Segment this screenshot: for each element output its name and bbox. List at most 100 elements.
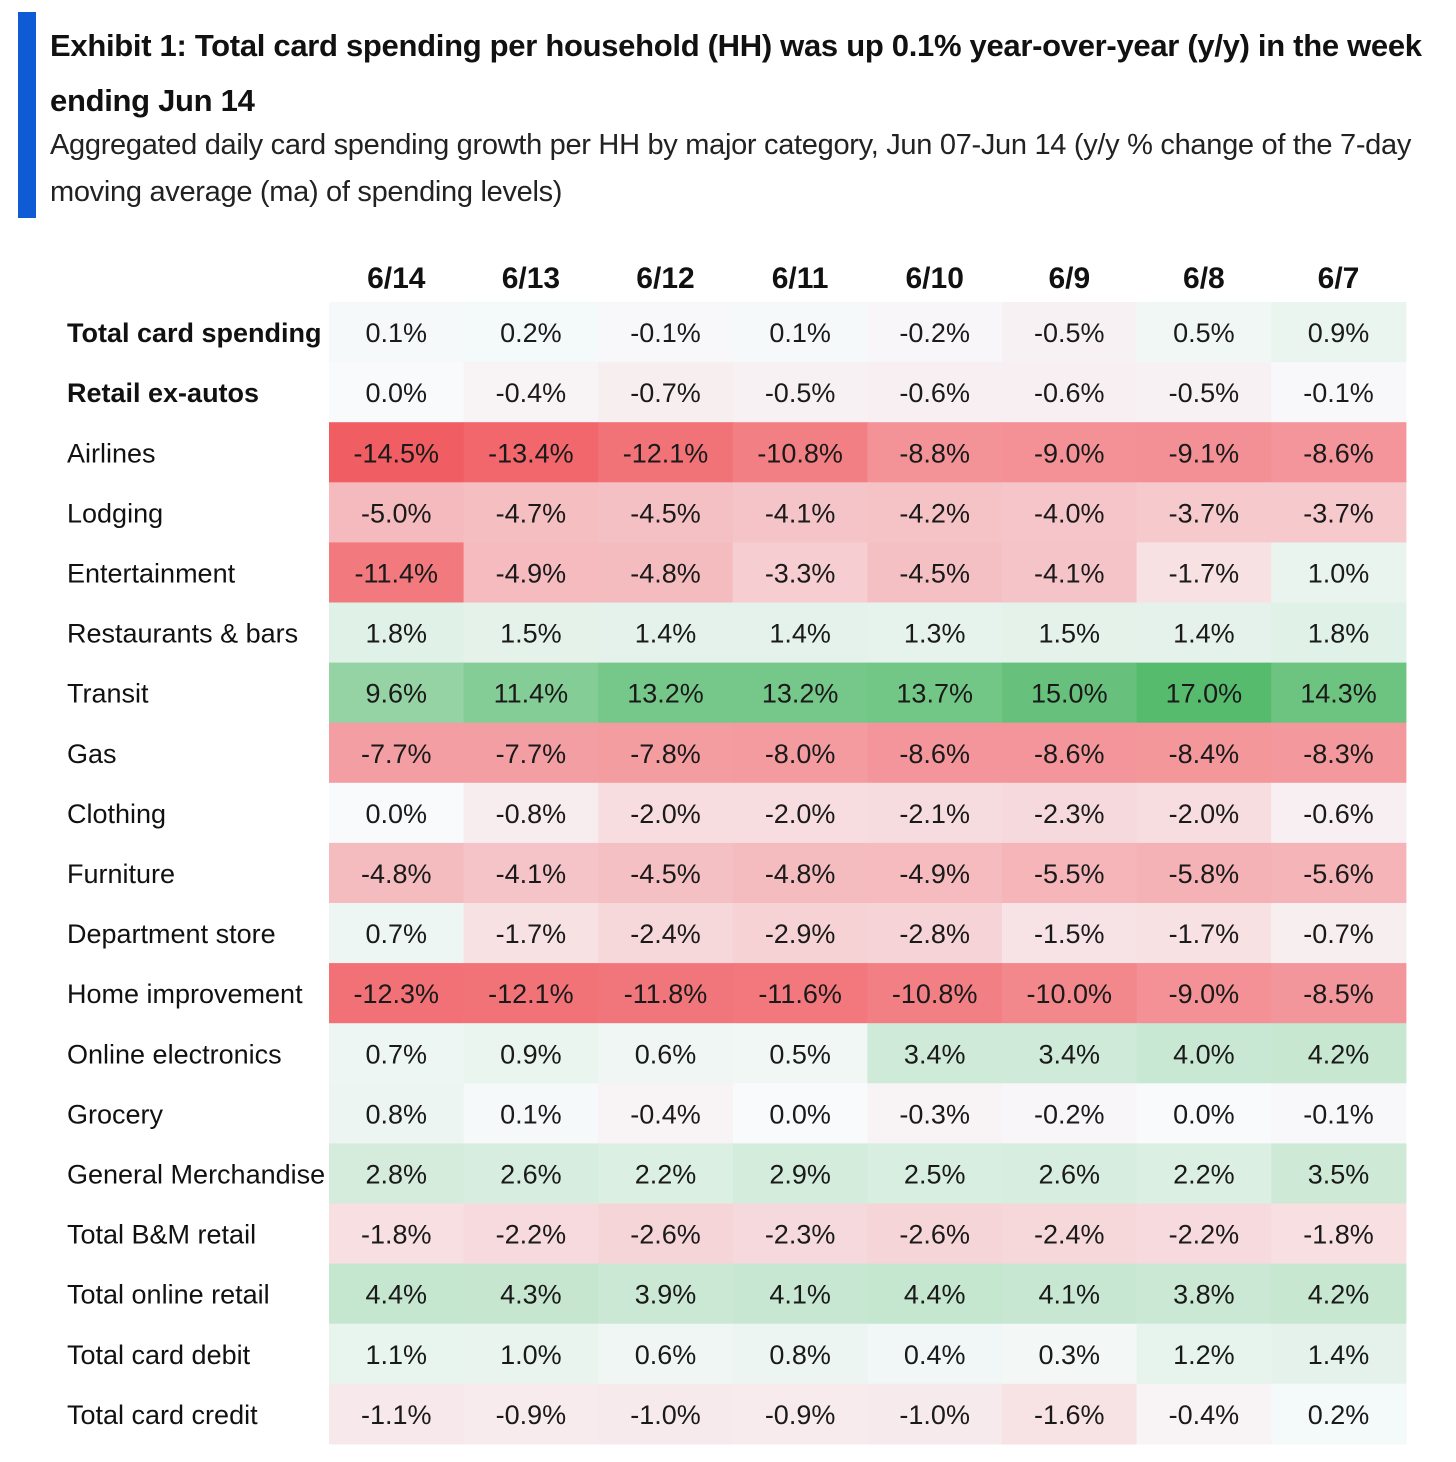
heatmap-cell [329,1263,465,1325]
heatmap-cell [1136,362,1272,423]
heatmap-cell [867,602,1003,664]
cell-value: -4.8% [765,859,836,889]
heatmap-cell [867,842,1003,904]
cell-value: -10.0% [1027,979,1113,1009]
heatmap-cell [1002,903,1138,964]
row-label: Total card spending [67,318,322,348]
heatmap-cell [1136,1203,1272,1265]
heatmap-cell [1002,662,1138,724]
cell-value: -0.2% [899,318,970,348]
heatmap-cell [329,842,465,904]
heatmap-cell [329,662,465,724]
cell-value: 1.5% [500,619,562,649]
cell-value: -5.6% [1303,859,1374,889]
cell-value: 0.1% [769,318,831,348]
row-label: Home improvement [67,979,303,1009]
heatmap-cell [1271,1323,1407,1385]
cell-value: -0.7% [630,378,701,408]
cell-value: -11.8% [624,979,708,1009]
heatmap-cell [1136,482,1272,543]
heatmap-cell [1002,482,1138,543]
row-label: Entertainment [67,558,236,588]
heatmap-cell [329,422,465,483]
cell-value: -2.2% [496,1220,567,1250]
heatmap-cell [463,662,599,724]
heatmap-cell [598,722,734,784]
cell-value: -4.1% [1034,558,1105,588]
heatmap-cell [1136,782,1272,844]
cell-value: 0.2% [1308,1400,1370,1430]
cell-value: 1.3% [904,619,966,649]
cell-value: -8.0% [765,739,836,769]
heatmap-cell [732,722,868,784]
heatmap-cell [867,1023,1003,1084]
heatmap-cell [463,963,599,1024]
cell-value: -3.7% [1303,498,1374,528]
cell-value: -1.0% [630,1400,701,1430]
heatmap-cell [867,903,1003,964]
cell-value: -1.0% [899,1400,970,1430]
heatmap-cell [732,842,868,904]
row-label: Total online retail [67,1280,270,1310]
cell-value: -3.7% [1169,498,1240,528]
heatmap-cell [1002,722,1138,784]
heatmap-cell [463,302,599,363]
cell-value: -0.8% [496,799,567,829]
heatmap-cell [1271,1083,1407,1144]
cell-value: -10.8% [757,438,843,468]
heatmap-cell [1271,542,1407,604]
cell-value: -13.4% [488,438,574,468]
heatmap-cell [329,1323,465,1385]
heatmap-cell [598,482,734,543]
column-header: 6/14 [367,262,426,295]
column-header: 6/12 [636,262,694,295]
cell-value: 0.7% [366,919,428,949]
heatmap-cell [1002,1263,1138,1325]
cell-value: 3.8% [1173,1280,1235,1310]
heatmap-cell [598,1203,734,1265]
cell-value: 2.8% [366,1159,428,1189]
cell-value: -8.6% [899,739,970,769]
cell-value: -0.6% [1034,378,1105,408]
heatmap-cell [867,1083,1003,1144]
heatmap-cell [1271,482,1407,543]
heatmap-cell [463,842,599,904]
heatmap-cell [329,1083,465,1144]
cell-value: 1.1% [366,1340,428,1370]
cell-value: 0.0% [366,378,428,408]
heatmap-cell [732,1383,868,1445]
heatmap-cell [1271,782,1407,844]
heatmap-cell [1002,602,1138,664]
cell-value: -0.6% [899,378,970,408]
heatmap-cell [1271,662,1407,724]
cell-value: -8.8% [899,438,970,468]
cell-value: 15.0% [1031,679,1108,709]
cell-value: 3.4% [904,1039,966,1069]
cell-value: -1.8% [1303,1220,1374,1250]
heatmap-cell [867,1203,1003,1265]
heatmap-cell [1136,1083,1272,1144]
cell-value: 1.4% [1173,619,1235,649]
cell-value: 4.2% [1308,1280,1370,1310]
heatmap-cell [867,422,1003,483]
heatmap-cell [732,602,868,664]
heatmap-cell [463,482,599,543]
row-label: Restaurants & bars [67,619,298,649]
heatmap-cell [1271,362,1407,423]
heatmap-cell [867,1263,1003,1325]
cell-value: 17.0% [1166,679,1243,709]
heatmap-cell [329,1023,465,1084]
cell-value: -4.9% [899,859,970,889]
heatmap-cell [1136,1263,1272,1325]
heatmap-cell [463,422,599,483]
heatmap-cell [329,362,465,423]
heatmap-cell [1271,1143,1407,1205]
heatmap-cell [1002,302,1138,363]
heatmap-cell [732,782,868,844]
cell-value: -4.1% [765,498,836,528]
heatmap-cell [867,1383,1003,1445]
cell-value: 0.8% [769,1340,831,1370]
heatmap-cell [598,1383,734,1445]
heatmap-cell [463,602,599,664]
heatmap-cell [1136,1143,1272,1205]
